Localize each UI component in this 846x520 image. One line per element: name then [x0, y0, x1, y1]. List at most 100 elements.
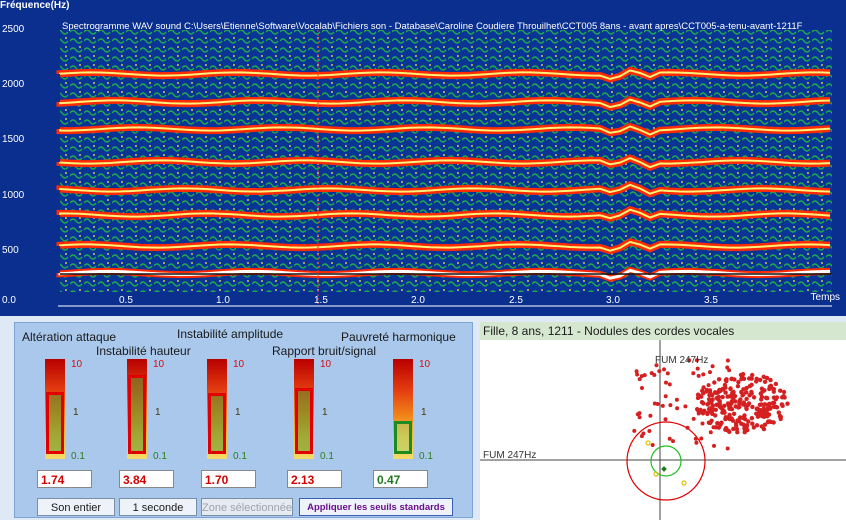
scatter-point: [754, 376, 759, 381]
scatter-point: [749, 389, 754, 395]
outer-circle: [626, 421, 706, 501]
scatter-point: [759, 424, 764, 429]
scatter-point: [762, 422, 768, 427]
scatter-point: [713, 407, 718, 412]
scatter-point: [725, 358, 730, 363]
son-entier-button[interactable]: Son entier: [37, 498, 115, 516]
scatter-point: [741, 400, 747, 405]
meter-alteration-attaque: [45, 359, 65, 459]
scatter-point: [674, 397, 679, 402]
scatter-point: [731, 426, 736, 432]
scatter-point: [662, 367, 666, 372]
scatter-point: [749, 416, 755, 421]
scatter-point: [657, 369, 662, 374]
scatter-point: [635, 412, 640, 417]
scatter-point: [747, 376, 752, 381]
scale-top: 10: [419, 359, 431, 370]
scatter-point: [663, 394, 668, 399]
scatter-point: [698, 407, 703, 413]
scatter-point: [746, 419, 751, 424]
scatter-point: [649, 371, 654, 376]
harmonic-core: [59, 98, 831, 109]
scale-mid: 1: [322, 407, 328, 418]
scatter-point: [647, 429, 652, 433]
label-instabilite-amplitude: Instabilité amplitude: [177, 327, 284, 341]
scatter-point: [709, 418, 714, 423]
scatter-point: [691, 371, 696, 376]
scatter-point: [744, 423, 750, 428]
scatter-point: [757, 413, 763, 418]
scatter-point: [695, 407, 700, 412]
value-pauvrete-harmonique: 0.47: [373, 470, 428, 488]
scatter-point: [723, 427, 728, 432]
scatter-point: [725, 401, 731, 406]
harmonic-core: [59, 208, 831, 220]
scatter-point: [712, 380, 717, 385]
scatter-point: [738, 372, 744, 378]
scatter-point: [765, 406, 771, 411]
scatter-point: [751, 425, 756, 430]
scale-top: 10: [153, 359, 165, 370]
scatter-point: [738, 397, 743, 402]
scatter-point: [739, 421, 744, 426]
fum-top-label: FUM 247Hz: [655, 355, 709, 366]
value-alteration-attaque: 1.74: [37, 470, 92, 488]
scatter-point: [718, 422, 723, 427]
scatter-point: [693, 436, 698, 441]
x-tick-2-5: 2.5: [509, 295, 523, 306]
scatter-point: [706, 383, 711, 388]
meter-instabilite-hauteur: [127, 359, 147, 459]
scatter-point: [717, 399, 722, 404]
scatter-point: [733, 404, 738, 409]
scatter-point: [634, 369, 639, 374]
scatter-point: [664, 380, 668, 385]
meter-instabilite-amplitude: [207, 359, 227, 459]
scatter-point: [762, 402, 767, 407]
scatter-point: [637, 415, 642, 420]
scatter-point: [691, 416, 696, 421]
label-instabilite-hauteur: Instabilité hauteur: [96, 344, 191, 358]
meter-marker: [295, 388, 313, 454]
spectrogram[interactable]: Fréquence(Hz) Spectrogramme WAV sound C:…: [0, 0, 846, 316]
scatter-plot[interactable]: [480, 340, 846, 520]
scatter-point: [675, 406, 680, 411]
label-pauvrete-harmonique: Pauvreté harmonique: [341, 330, 456, 344]
scatter-point: [746, 401, 752, 406]
scatter-point: [736, 379, 741, 385]
scatter-point: [750, 372, 755, 378]
spectrogram-plot: [56, 30, 832, 307]
scatter-point: [759, 394, 765, 400]
x-tick-1-5: 1.5: [314, 295, 328, 306]
scatter-point: [708, 430, 713, 435]
scatter-point: [731, 389, 736, 395]
scatter-point: [725, 365, 730, 370]
scatter-point: [683, 404, 688, 409]
value-instabilite-hauteur: 3.84: [119, 470, 174, 488]
fum-left-label: FUM 247Hz: [483, 450, 537, 461]
scatter-point: [641, 431, 646, 436]
meter-rapport-bruit-signal: [294, 359, 314, 459]
scatter-point: [734, 423, 739, 428]
parameters-panel: Altération attaque Instabilité hauteur I…: [14, 322, 473, 518]
scatter-point: [731, 411, 737, 416]
scatter-point: [704, 389, 709, 394]
scatter-point: [725, 446, 730, 451]
scatter-point: [727, 429, 732, 434]
scatter-point: [708, 370, 712, 375]
scatter-point: [735, 418, 740, 423]
meter-pauvrete-harmonique: [393, 359, 413, 459]
scatter-point: [747, 393, 752, 398]
scatter-point: [727, 394, 732, 399]
scatter-point: [663, 417, 668, 422]
spectrogram-caption: Spectrogramme WAV sound C:\Users\Etienne…: [62, 21, 803, 32]
appliquer-seuils-button[interactable]: Appliquer les seuils standards: [299, 498, 453, 516]
scatter-point: [696, 411, 701, 416]
scatter-point: [720, 386, 725, 392]
x-tick-2-0: 2.0: [411, 295, 425, 306]
scatter-point: [766, 412, 772, 417]
scale-mid: 1: [73, 407, 79, 418]
harmonic-core: [59, 157, 831, 169]
x-tick-1-0: 1.0: [216, 295, 230, 306]
une-seconde-button[interactable]: 1 seconde: [119, 498, 197, 516]
scatter-point: [766, 419, 771, 424]
